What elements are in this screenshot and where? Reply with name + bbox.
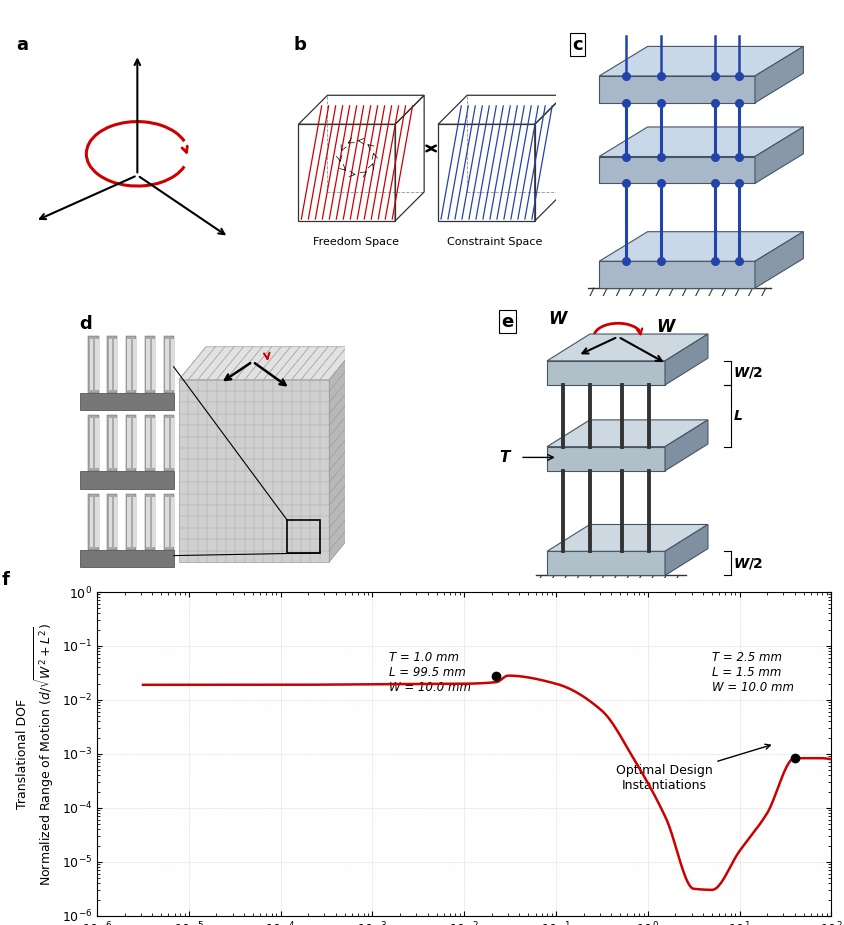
Bar <box>79 472 174 488</box>
Bar <box>165 339 170 389</box>
Bar <box>89 339 94 389</box>
Bar <box>107 415 117 472</box>
Polygon shape <box>599 127 803 156</box>
Bar <box>165 497 170 547</box>
Polygon shape <box>547 524 708 551</box>
Polygon shape <box>599 46 803 76</box>
Text: c: c <box>572 36 583 54</box>
Bar <box>145 415 155 472</box>
Polygon shape <box>547 447 665 471</box>
Bar <box>109 339 112 389</box>
Bar <box>127 415 137 472</box>
Polygon shape <box>599 76 755 103</box>
Text: f: f <box>2 571 9 588</box>
Bar <box>164 494 175 550</box>
Bar <box>95 497 99 547</box>
Bar <box>127 339 132 389</box>
Bar <box>164 337 175 393</box>
Text: Optimal Design
Instantiations: Optimal Design Instantiations <box>615 745 771 792</box>
Polygon shape <box>329 347 356 562</box>
Bar <box>89 494 99 550</box>
Text: $\boldsymbol{W/2}$: $\boldsymbol{W/2}$ <box>733 556 764 571</box>
Text: e: e <box>501 313 514 330</box>
Text: $\boldsymbol{W}$: $\boldsymbol{W}$ <box>656 318 677 336</box>
Bar <box>145 337 155 393</box>
Bar <box>107 337 117 393</box>
Bar <box>287 520 320 553</box>
Bar <box>114 418 117 468</box>
Text: $\boldsymbol{W}$: $\boldsymbol{W}$ <box>549 310 570 327</box>
Bar <box>79 331 174 567</box>
Text: a: a <box>17 36 29 54</box>
Polygon shape <box>547 551 665 575</box>
Polygon shape <box>599 156 755 183</box>
Bar <box>127 497 132 547</box>
Bar <box>165 418 170 468</box>
Text: $\boldsymbol{T}$: $\boldsymbol{T}$ <box>499 450 512 465</box>
Bar <box>133 418 137 468</box>
Polygon shape <box>665 420 708 471</box>
Bar <box>127 337 137 393</box>
Polygon shape <box>547 334 708 361</box>
Bar <box>170 497 175 547</box>
Bar <box>147 418 150 468</box>
Polygon shape <box>599 261 755 288</box>
Polygon shape <box>179 379 329 562</box>
Text: $\boldsymbol{W/2}$: $\boldsymbol{W/2}$ <box>733 365 764 380</box>
Text: T = 1.0 mm
L = 99.5 mm
W = 10.0 mm: T = 1.0 mm L = 99.5 mm W = 10.0 mm <box>388 651 471 694</box>
Bar <box>109 418 112 468</box>
Text: $\boldsymbol{L}$: $\boldsymbol{L}$ <box>733 409 744 423</box>
Text: T = 2.5 mm
L = 1.5 mm
W = 10.0 mm: T = 2.5 mm L = 1.5 mm W = 10.0 mm <box>712 651 794 694</box>
Bar <box>114 339 117 389</box>
Text: b: b <box>293 36 306 54</box>
Polygon shape <box>755 231 803 288</box>
Bar <box>170 418 175 468</box>
Polygon shape <box>547 361 665 385</box>
Bar <box>95 339 99 389</box>
Bar <box>147 339 150 389</box>
Polygon shape <box>755 127 803 183</box>
Bar <box>89 418 94 468</box>
Polygon shape <box>599 231 803 261</box>
Bar <box>114 497 117 547</box>
Bar <box>127 418 132 468</box>
Y-axis label: Translational DOF
Normalized Range of Motion ($d/\sqrt{W^2+L^2}$): Translational DOF Normalized Range of Mo… <box>16 623 57 885</box>
Bar <box>89 415 99 472</box>
Text: Constraint Space: Constraint Space <box>447 237 543 247</box>
Bar <box>170 339 175 389</box>
Bar <box>145 494 155 550</box>
Polygon shape <box>665 334 708 385</box>
Bar <box>95 418 99 468</box>
Bar <box>89 497 94 547</box>
Bar <box>152 418 155 468</box>
Text: d: d <box>79 315 93 333</box>
Bar <box>109 497 112 547</box>
Polygon shape <box>755 46 803 103</box>
Bar <box>107 494 117 550</box>
Bar <box>89 337 99 393</box>
Bar <box>147 497 150 547</box>
Bar <box>152 339 155 389</box>
Bar <box>127 494 137 550</box>
Bar <box>164 415 175 472</box>
Bar <box>133 497 137 547</box>
Bar <box>133 339 137 389</box>
Bar <box>79 550 174 567</box>
Bar <box>79 393 174 410</box>
Polygon shape <box>179 347 356 379</box>
Bar <box>152 497 155 547</box>
Polygon shape <box>665 524 708 575</box>
Text: Freedom Space: Freedom Space <box>312 237 398 247</box>
Polygon shape <box>547 420 708 447</box>
